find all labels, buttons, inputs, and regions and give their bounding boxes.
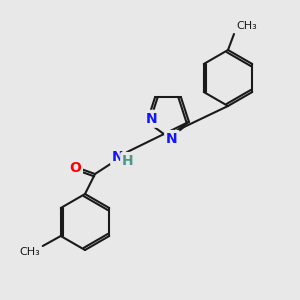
Text: N: N (112, 150, 124, 164)
Text: CH₃: CH₃ (236, 21, 257, 31)
Text: N: N (166, 132, 178, 146)
Text: CH₃: CH₃ (19, 247, 40, 257)
Text: H: H (122, 154, 134, 168)
Text: N: N (145, 112, 157, 126)
Text: O: O (69, 161, 81, 175)
